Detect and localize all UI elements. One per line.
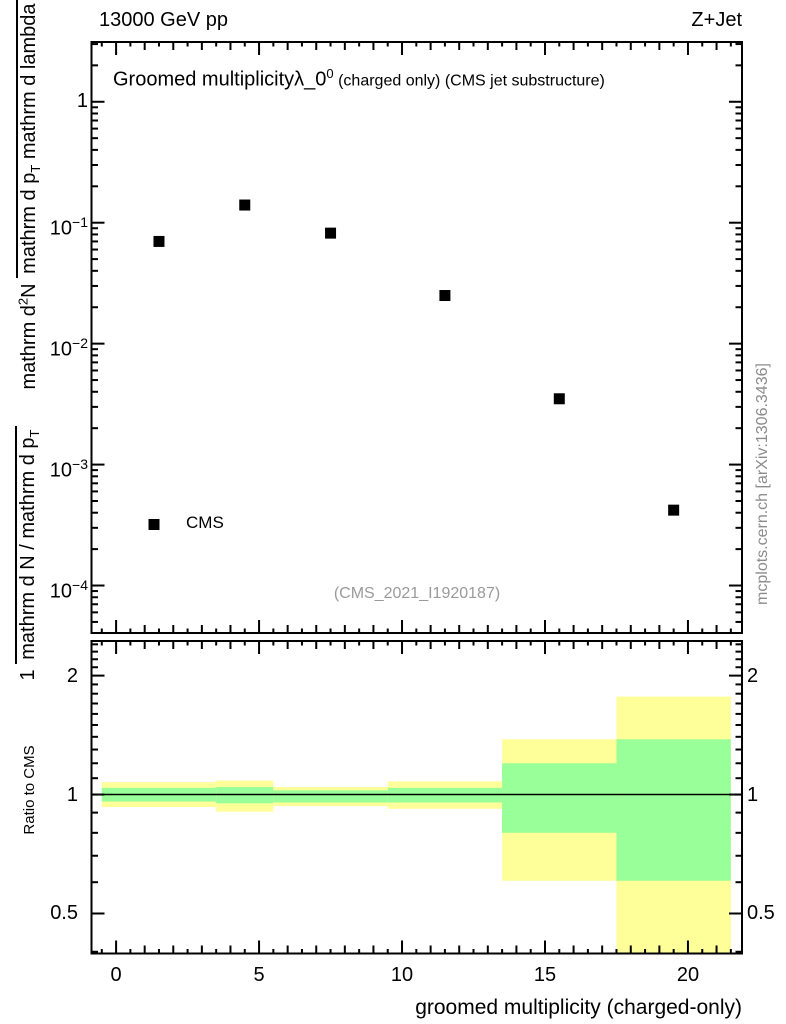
main-y-tick-label: 1 <box>76 89 88 112</box>
ratio-axis-label: Ratio to CMS <box>20 745 38 835</box>
x-tick-label: 0 <box>110 964 122 986</box>
legend-label-cms: CMS <box>186 513 224 532</box>
plot-title-lambda-sup: 0 <box>326 66 334 81</box>
fraction2-numerator: mathrm d2N <box>15 283 40 390</box>
ratio-y-tick-label-left: 0.5 <box>50 902 78 925</box>
citation-watermark: (CMS_2021_I1920187) <box>333 585 501 602</box>
legend-marker-cms <box>148 519 160 530</box>
fraction1-numerator: 1 <box>17 669 40 681</box>
main-y-tick-label: 10−4 <box>49 576 88 603</box>
ratio-band-green <box>616 739 731 881</box>
ratio-y-tick-label-right: 1 <box>747 783 759 806</box>
data-point-marker <box>553 393 565 405</box>
ratio-y-tick-label-left: 2 <box>66 664 78 687</box>
beam-energy-label: 13000 GeV pp <box>99 9 228 31</box>
plot-title-lambda: λ_0 <box>294 68 327 91</box>
data-point-marker <box>668 504 680 516</box>
fraction1-denominator: mathrm d N / mathrm d pT <box>15 425 42 664</box>
fraction2-denominator: mathrm d pT mathrm d lambda <box>15 0 43 278</box>
x-tick-label: 5 <box>253 964 265 986</box>
x-tick-label: 20 <box>676 964 700 986</box>
y-axis-label-fraction-1: 1 mathrm d N / mathrm d pT <box>15 425 43 681</box>
x-tick-label: 15 <box>533 964 557 986</box>
process-label: Z+Jet <box>691 9 742 31</box>
data-point-marker <box>439 290 451 302</box>
ratio-y-tick-label-left: 1 <box>66 783 78 806</box>
data-point-marker <box>153 235 165 247</box>
mcplots-note: mcplots.cern.ch [arXiv:1306.3436] <box>754 363 771 605</box>
main-panel-frame <box>90 41 743 634</box>
ratio-band-green <box>273 790 388 803</box>
plot-title: Groomed multiplicityλ_00 (charged only) … <box>113 66 605 92</box>
data-point-marker <box>325 227 337 239</box>
main-y-tick-label: 10−2 <box>49 334 88 361</box>
data-point-marker <box>239 199 251 211</box>
main-y-tick-label: 10−3 <box>49 455 88 482</box>
ratio-y-tick-label-right: 0.5 <box>747 902 775 925</box>
ratio-band-green <box>502 763 617 833</box>
x-axis-title: groomed multiplicity (charged-only) <box>415 996 742 1019</box>
x-tick-label: 10 <box>390 964 414 986</box>
y-axis-label-fraction-2: mathrm d2N mathrm d pT mathrm d lambda <box>15 0 44 390</box>
ratio-y-tick-label-right: 2 <box>747 664 759 687</box>
main-y-tick-label: 10−1 <box>49 213 88 240</box>
plot-title-main: Groomed multiplicity <box>113 68 295 91</box>
plot-title-suffix: (charged only) (CMS jet substructure) <box>333 72 605 90</box>
